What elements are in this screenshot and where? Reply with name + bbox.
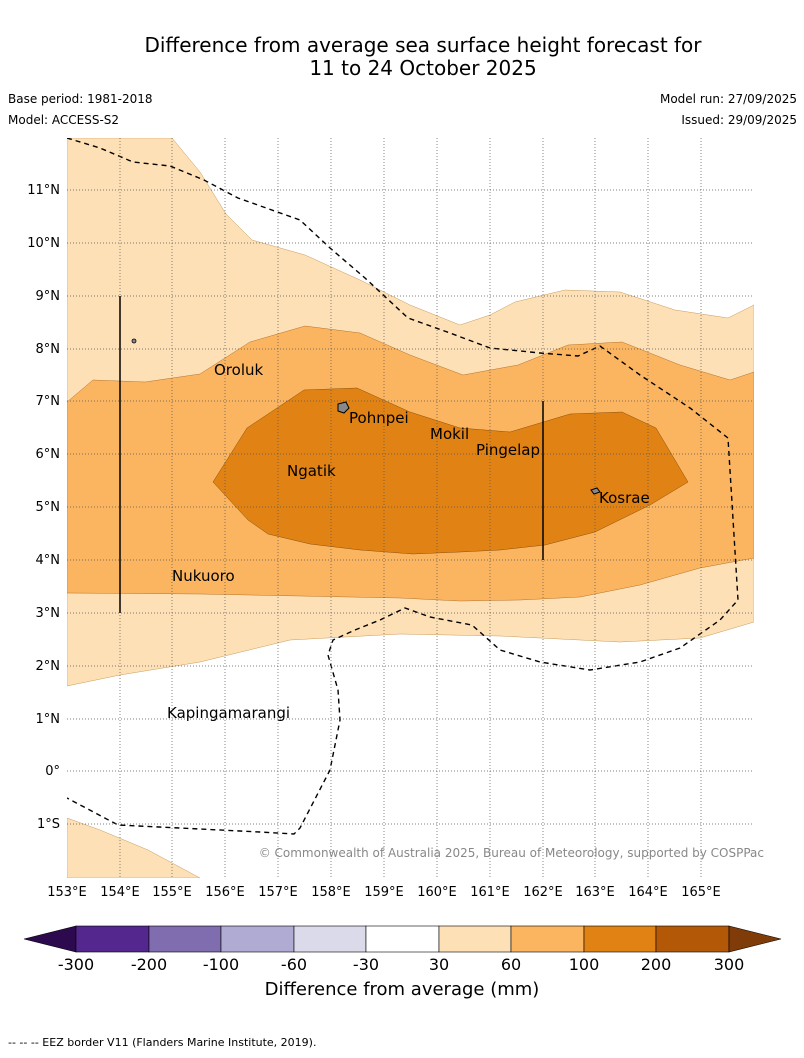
- colorbar-label: Difference from average (mm): [265, 979, 540, 1000]
- colorbar-segment: [75, 925, 150, 953]
- colorbar-tick: 300: [714, 955, 745, 974]
- lat-tick-label: 10°N: [27, 236, 60, 251]
- lon-tick-label: 154°E: [100, 885, 140, 900]
- lat-tick-label: 6°N: [36, 447, 61, 462]
- lon-tick-label: 164°E: [628, 885, 668, 900]
- colorbar-tick: -30: [353, 955, 379, 974]
- band-100-200: [212, 387, 689, 555]
- place-label-nukuoro: Nukuoro: [172, 567, 235, 585]
- lon-tick-label: 165°E: [681, 885, 721, 900]
- place-labels: Oroluk Pohnpei Mokil Pingelap Ngatik Kos…: [167, 361, 650, 722]
- colorbar-segment: [148, 925, 222, 953]
- lat-tick-label: 1°S: [37, 817, 60, 832]
- title-line-2: 11 to 24 October 2025: [309, 56, 537, 80]
- issued-date: Issued: 29/09/2025: [681, 113, 797, 127]
- lat-tick-label: 0°: [45, 764, 60, 779]
- colorbar-tick: -200: [131, 955, 167, 974]
- colorbar-segment: [510, 925, 585, 953]
- island-pohnpei: [337, 401, 350, 414]
- band-30-60-south: [67, 817, 201, 878]
- lon-tick-label: 163°E: [575, 885, 615, 900]
- model-run: Model run: 27/09/2025: [659, 92, 797, 106]
- place-label-kosrae: Kosrae: [599, 489, 650, 507]
- colorbar-tick: -100: [203, 955, 239, 974]
- place-label-kapingamarangi: Kapingamarangi: [167, 704, 290, 722]
- island-small: [131, 338, 137, 344]
- lon-tick-label: 153°E: [47, 885, 87, 900]
- lat-tick-label: 4°N: [36, 553, 61, 568]
- place-label-mokil: Mokil: [430, 425, 469, 443]
- lat-tick-label: 2°N: [36, 659, 61, 674]
- lon-tick-label: 160°E: [417, 885, 457, 900]
- colorbar-segment: [583, 925, 657, 953]
- colorbar-tick: 60: [501, 955, 521, 974]
- lon-tick-label: 158°E: [311, 885, 351, 900]
- copyright-notice: © Commonwealth of Australia 2025, Bureau…: [259, 846, 764, 860]
- lon-tick-label: 162°E: [523, 885, 563, 900]
- colorbar-extend-high: [728, 925, 782, 953]
- colorbar-segment: [293, 925, 367, 953]
- colorbar-extend-low: [23, 925, 77, 953]
- graticule: [67, 138, 754, 878]
- colorbar-segment: [438, 925, 512, 953]
- map-area: [67, 138, 754, 878]
- title-line-1: Difference from average sea surface heig…: [144, 33, 702, 57]
- lon-tick-label: 161°E: [470, 885, 510, 900]
- eez-border-north: [67, 138, 739, 835]
- place-label-pohnpei: Pohnpei: [349, 409, 409, 427]
- lon-tick-label: 156°E: [205, 885, 245, 900]
- colorbar: -300 -200 -100 -60 -30 30 60 100 200 300…: [23, 925, 782, 1000]
- place-label-ngatik: Ngatik: [287, 462, 336, 480]
- colorbar-segment: [365, 925, 440, 953]
- lat-tick-label: 5°N: [36, 500, 61, 515]
- colorbar-segment: [220, 925, 295, 953]
- colorbar-tick: -60: [281, 955, 307, 974]
- colorbar-tick: -300: [58, 955, 94, 974]
- map-figure: 11°N 10°N 9°N 8°N 7°N 6°N 5°N 4°N 3°N 2°…: [23, 138, 782, 1000]
- lat-tick-label: 8°N: [36, 342, 61, 357]
- lat-tick-label: 1°N: [36, 712, 61, 727]
- lat-tick-label: 3°N: [36, 606, 61, 621]
- lon-axis-labels: 153°E 154°E 155°E 156°E 157°E 158°E 159°…: [47, 885, 721, 900]
- lat-tick-label: 11°N: [27, 183, 60, 198]
- island-kosrae: [590, 487, 601, 495]
- lat-tick-label: 9°N: [36, 289, 61, 304]
- lat-tick-label: 7°N: [36, 394, 61, 409]
- place-label-pingelap: Pingelap: [476, 441, 540, 459]
- lon-tick-label: 157°E: [258, 885, 298, 900]
- colorbar-segment: [655, 925, 730, 953]
- colorbar-tick: 30: [429, 955, 449, 974]
- colorbar-tick: 200: [641, 955, 672, 974]
- colorbar-tick: 100: [569, 955, 600, 974]
- eez-footnote: -- -- -- EEZ border V11 (Flanders Marine…: [8, 1036, 317, 1049]
- place-label-oroluk: Oroluk: [214, 361, 263, 379]
- model-name: Model: ACCESS-S2: [8, 113, 120, 127]
- lon-tick-label: 155°E: [152, 885, 192, 900]
- base-period: Base period: 1981-2018: [8, 92, 153, 106]
- lon-tick-label: 159°E: [364, 885, 404, 900]
- lat-axis-labels: 11°N 10°N 9°N 8°N 7°N 6°N 5°N 4°N 3°N 2°…: [27, 183, 60, 832]
